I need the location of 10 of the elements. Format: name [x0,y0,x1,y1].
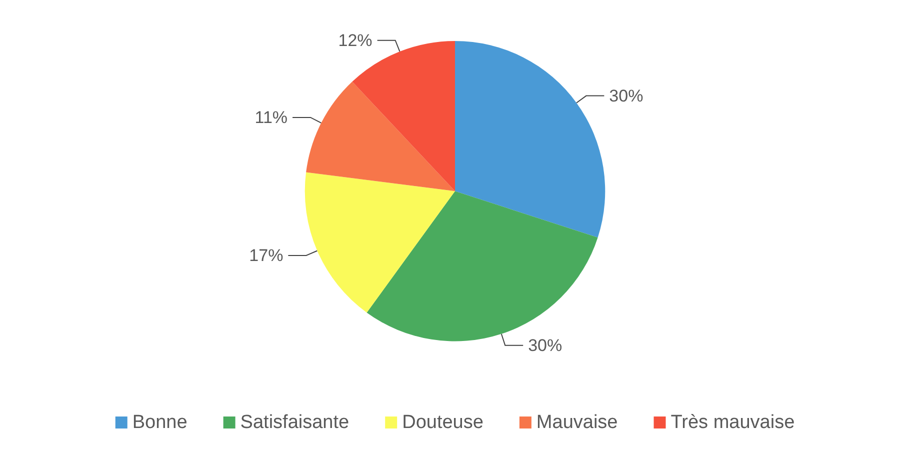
data-label: 11% [254,108,288,127]
data-label: 17% [249,246,284,265]
legend-label: Très mauvaise [670,412,795,433]
legend-label: Satisfaisante [240,412,350,433]
data-label: 30% [609,86,644,106]
legend-label: Bonne [132,412,188,433]
legend-label: Douteuse [402,412,484,433]
legend-label: Mauvaise [536,412,618,433]
data-label: 30% [528,336,562,355]
data-label: 12% [338,30,372,50]
